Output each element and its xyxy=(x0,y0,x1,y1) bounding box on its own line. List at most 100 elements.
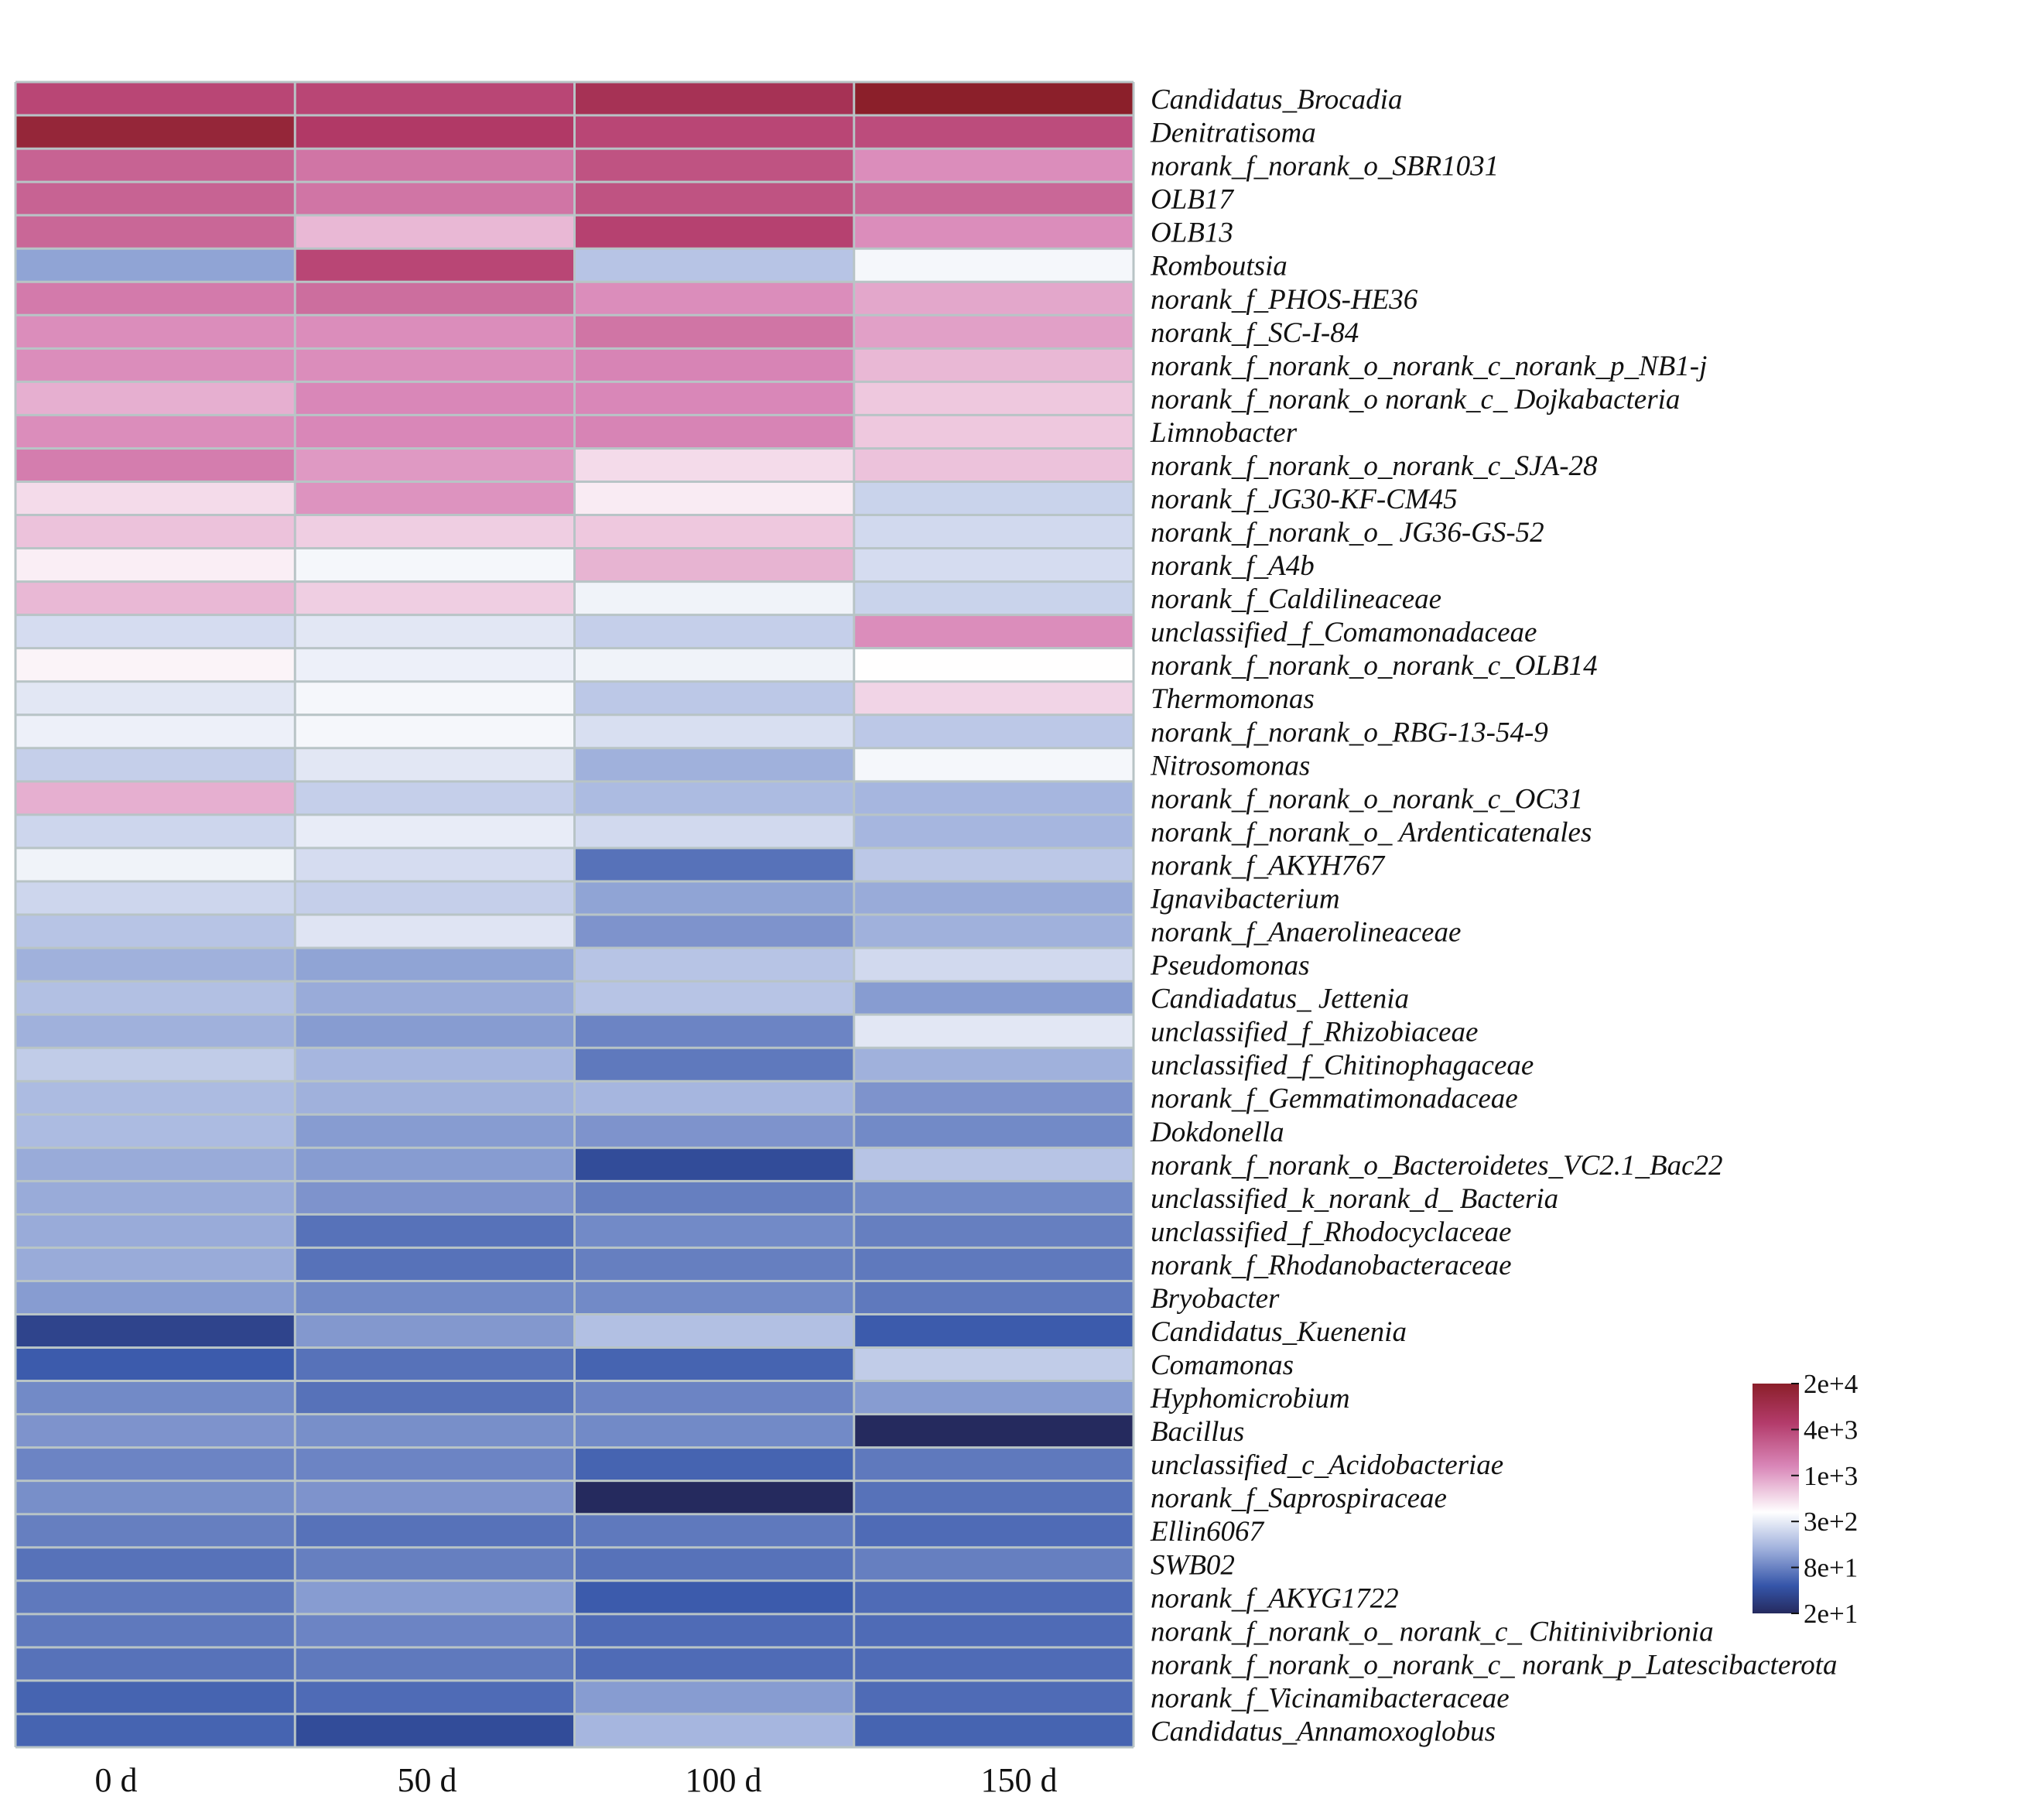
heatmap-cell xyxy=(295,1414,575,1448)
heatmap-cell xyxy=(574,548,854,582)
heatmap-cell xyxy=(15,1148,296,1182)
heatmap-cell xyxy=(15,1613,296,1647)
column-labels: 0 d 50 d 100 d 150 d xyxy=(95,1761,1058,1799)
heatmap-cell xyxy=(295,714,575,748)
heatmap-cell xyxy=(853,149,1134,183)
heatmap-cell xyxy=(15,182,296,216)
heatmap-cell xyxy=(295,1647,575,1681)
row-label: norank_f_norank_o_ JG36-GS-52 xyxy=(1151,517,1544,549)
heatmap-cell xyxy=(574,681,854,715)
heatmap-cell xyxy=(853,315,1134,349)
row-label: norank_f_norank_o_norank_c_OC31 xyxy=(1151,783,1583,815)
heatmap-cell xyxy=(15,1414,296,1448)
heatmap-cell xyxy=(574,1580,854,1614)
row-labels: Candidatus_BrocadiaDenitratisomanorank_f… xyxy=(1150,84,1838,1748)
row-label: Pseudomonas xyxy=(1150,950,1310,982)
heatmap-cell xyxy=(853,847,1134,881)
heatmap-cell xyxy=(295,648,575,682)
heatmap-cell xyxy=(574,714,854,748)
heatmap-cell xyxy=(853,781,1134,815)
heatmap-cell xyxy=(295,1514,575,1548)
heatmap-cell xyxy=(15,781,296,815)
heatmap-cell xyxy=(574,1514,854,1548)
heatmap-cell xyxy=(853,714,1134,748)
row-label: Bryobacter xyxy=(1151,1283,1280,1315)
heatmap-cell xyxy=(853,981,1134,1015)
heatmap-cell xyxy=(853,1114,1134,1148)
heatmap-cell xyxy=(853,1647,1134,1681)
heatmap-cell xyxy=(15,548,296,582)
heatmap-cell xyxy=(574,1713,854,1747)
heatmap-cell xyxy=(574,448,854,482)
row-label: norank_f_Vicinamibacteraceae xyxy=(1151,1682,1510,1714)
heatmap-cell xyxy=(574,149,854,183)
heatmap-cell xyxy=(853,215,1134,249)
heatmap-cell xyxy=(295,814,575,848)
heatmap-cell xyxy=(853,1314,1134,1348)
heatmap-cell xyxy=(853,515,1134,549)
row-label: Candiadatus_ Jettenia xyxy=(1151,984,1409,1015)
heatmap-cell xyxy=(15,149,296,183)
heatmap-cell xyxy=(15,1181,296,1215)
heatmap-cell xyxy=(295,82,575,116)
heatmap-cell xyxy=(574,415,854,449)
row-label: OLB17 xyxy=(1151,184,1234,216)
heatmap-cell xyxy=(295,1447,575,1481)
heatmap-cell xyxy=(15,614,296,648)
heatmap-cell xyxy=(853,1214,1134,1248)
colorbar-tick-label: 8e+1 xyxy=(1804,1553,1858,1583)
heatmap-cell xyxy=(15,215,296,249)
row-label: Thermomonas xyxy=(1151,683,1315,715)
heatmap-cell xyxy=(15,515,296,549)
heatmap-cell xyxy=(295,315,575,349)
heatmap-cell xyxy=(15,1380,296,1415)
heatmap-cell xyxy=(574,814,854,848)
heatmap-cell xyxy=(295,948,575,982)
heatmap-cell xyxy=(574,1214,854,1248)
heatmap-cell xyxy=(15,1281,296,1315)
heatmap-cell xyxy=(295,781,575,815)
heatmap-cell xyxy=(15,282,296,316)
heatmap-cells xyxy=(15,82,1134,1747)
heatmap-cell xyxy=(15,648,296,682)
heatmap-cell xyxy=(853,1514,1134,1548)
heatmap-cell xyxy=(15,1081,296,1115)
heatmap-cell xyxy=(295,581,575,615)
heatmap-cell xyxy=(15,1580,296,1614)
heatmap-cell xyxy=(15,1447,296,1481)
row-label: norank_f_norank_o_Bacteroidetes_VC2.1_Ba… xyxy=(1151,1150,1723,1182)
heatmap-cell xyxy=(574,82,854,116)
row-label: norank_f_norank_o_norank_c_SJA-28 xyxy=(1151,450,1598,482)
heatmap-cell xyxy=(295,1048,575,1082)
column-label: 0 d xyxy=(95,1761,138,1799)
row-label: SWB02 xyxy=(1151,1549,1235,1581)
row-label: OLB13 xyxy=(1151,217,1233,249)
heatmap-cell xyxy=(15,1680,296,1714)
heatmap-cell xyxy=(15,1347,296,1381)
heatmap-cell xyxy=(295,1181,575,1215)
heatmap-cell xyxy=(853,348,1134,382)
heatmap-cell xyxy=(853,1148,1134,1182)
heatmap-cell xyxy=(295,1347,575,1381)
heatmap-cell xyxy=(853,1414,1134,1448)
heatmap-cell xyxy=(574,1181,854,1215)
heatmap-cell xyxy=(574,248,854,282)
heatmap-cell xyxy=(295,381,575,416)
heatmap-cell xyxy=(295,215,575,249)
row-label: norank_f_JG30-KF-CM45 xyxy=(1151,484,1458,515)
heatmap-cell xyxy=(15,581,296,615)
color-legend: 2e+4 4e+3 1e+3 3e+2 8e+1 2e+1 xyxy=(1753,1369,1858,1629)
heatmap-cell xyxy=(295,847,575,881)
heatmap-cell xyxy=(295,1547,575,1581)
heatmap-cell xyxy=(574,348,854,382)
row-label: unclassified_f_Rhizobiaceae xyxy=(1151,1017,1478,1049)
heatmap-cell xyxy=(15,315,296,349)
heatmap-cell xyxy=(853,1713,1134,1747)
heatmap-cell xyxy=(853,748,1134,782)
heatmap-cell xyxy=(853,1048,1134,1082)
heatmap-cell xyxy=(574,315,854,349)
colorbar-tick-label: 2e+4 xyxy=(1804,1369,1858,1399)
row-label: unclassified_f_Rhodocyclaceae xyxy=(1151,1216,1511,1248)
row-label: norank_f_Saprospiraceae xyxy=(1151,1483,1447,1514)
